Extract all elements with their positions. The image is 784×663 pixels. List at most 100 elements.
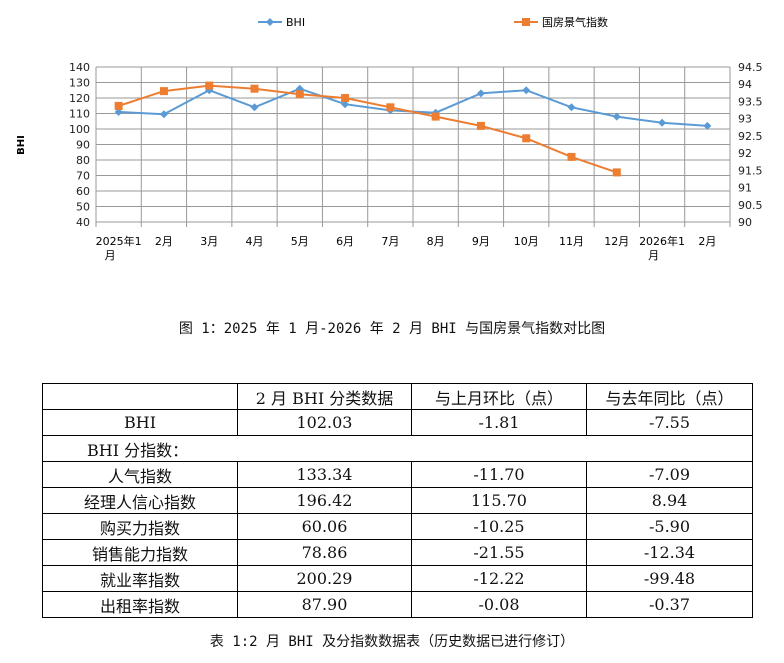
data-point [341,100,350,109]
legend-label: BHI [286,16,305,29]
data-point [159,110,168,119]
y2-tick-label: 90.5 [738,199,763,212]
cell: 87.90 [237,591,412,618]
figure-caption: 图 1：2025 年 1 月-2026 年 2 月 BHI 与国房景气指数对比图 [178,321,606,337]
x-tick-label: 8月 [427,235,445,248]
legend-label: 国房景气指数 [542,15,608,29]
y-tick-label: 90 [76,139,90,152]
cell: 8.94 [586,487,753,514]
y-tick-label: 120 [69,92,90,105]
cell: -0.37 [586,591,753,618]
data-point [114,107,123,116]
data-point [612,168,621,177]
x-tick-label: 7月 [381,235,399,248]
y2-tick-label: 90 [738,216,752,229]
y2-tick-label: 93.5 [738,95,763,108]
x-tick-label: 6月 [336,235,354,248]
cell: 人气指数 [42,461,238,488]
data-point [250,103,259,112]
y2-tick-label: 92 [738,147,752,160]
table-row: 经理人信心指数 196.42 115.70 8.94 [42,487,753,514]
table-row: 出租率指数 87.90 -0.08 -0.37 [42,591,753,618]
data-point [658,118,667,127]
x-tick-label: 11月 [559,235,584,248]
header-cell: 与去年同比（点） [586,383,753,410]
x-tick-label: 4月 [246,235,264,248]
cell: 60.06 [237,513,412,540]
y-tick-label: 130 [69,77,90,90]
y-tick-label: 40 [76,216,90,229]
x-tick-label: 2026年1 [639,234,685,248]
cell: 133.34 [237,461,412,488]
data-point [295,90,304,99]
y-tick-label: 50 [76,201,90,214]
cell: -7.09 [586,461,753,488]
x-tick-label: 2月 [155,235,173,248]
x-tick-label: 2025年1 [96,234,142,248]
table-caption: 表 1:2 月 BHI 及分指数数据表（历史数据已进行修订） [209,634,575,650]
x-tick-label: 月 [105,249,116,262]
cell: -11.70 [411,461,587,488]
x-tick-label: 12月 [604,235,629,248]
table-row: 销售能力指数 78.86 -21.55 -12.34 [42,539,753,566]
cell: -5.90 [586,513,753,540]
y2-tick-label: 94.5 [738,61,763,74]
legend-marker [522,18,530,26]
cell: 200.29 [237,565,412,592]
cell: 出租率指数 [42,591,238,618]
data-point [703,121,712,130]
comparison-line-chart: 40 50 60 70 80 90 100 110 120 130 140 90 90.5 91 91.5 9… [16,15,763,262]
y-tick-label: 100 [69,123,90,136]
y2-tick-label: 91 [738,182,752,195]
cell: 115.70 [411,487,587,514]
y-tick-label: 80 [76,154,90,167]
table-header-row: 2 月 BHI 分类数据 与上月环比（点） 与去年同比（点） [42,383,753,410]
y2-tick-label: 93 [738,113,752,126]
x-tick-label: 3月 [200,235,218,248]
y-tick-label: 60 [76,185,90,198]
table-row-bhi: BHI 102.03 -1.81 -7.55 [42,409,753,436]
table-row: 购买力指数 60.06 -10.25 -5.90 [42,513,753,540]
data-point [205,81,214,90]
x-tick-label: 月 [648,249,659,262]
y2-tick-label: 92.5 [738,130,763,143]
bhi-data-table: 2 月 BHI 分类数据 与上月环比（点） 与去年同比（点） BHI 102.0… [42,383,753,618]
data-point [431,112,440,121]
header-cell: 与上月环比（点） [411,383,587,410]
cell: -7.55 [586,409,753,436]
table-section-row: BHI 分指数： [42,435,753,462]
data-point [567,152,576,161]
section-label: BHI 分指数： [42,435,753,462]
data-point [114,101,123,110]
header-cell: 2 月 BHI 分类数据 [237,383,412,410]
data-point [522,86,531,95]
header-cell [42,383,238,410]
x-tick-label: 2月 [698,235,716,248]
legend-marker [266,18,274,26]
cell: -12.34 [586,539,753,566]
data-point [159,87,168,96]
data-point [522,134,531,143]
cell: 销售能力指数 [42,539,238,566]
data-point [567,103,576,112]
x-tick-label: 10月 [514,235,539,248]
table-row: 人气指数 133.34 -11.70 -7.09 [42,461,753,488]
cell: 196.42 [237,487,412,514]
y2-tick-label: 94 [738,78,752,91]
data-point [476,89,485,98]
y2-tick-label: 91.5 [738,164,763,177]
cell: 经理人信心指数 [42,487,238,514]
y-tick-label: 140 [69,61,90,74]
data-point [612,112,621,121]
data-point [476,121,485,130]
x-tick-label: 5月 [291,235,309,248]
table-row: 就业率指数 200.29 -12.22 -99.48 [42,565,753,592]
cell: 购买力指数 [42,513,238,540]
data-point [386,103,395,112]
y-axis-label: BHI [16,135,27,155]
cell: -1.81 [411,409,587,436]
cell: -10.25 [411,513,587,540]
y-tick-label: 70 [76,170,90,183]
cell: BHI [42,409,238,436]
cell: 就业率指数 [42,565,238,592]
